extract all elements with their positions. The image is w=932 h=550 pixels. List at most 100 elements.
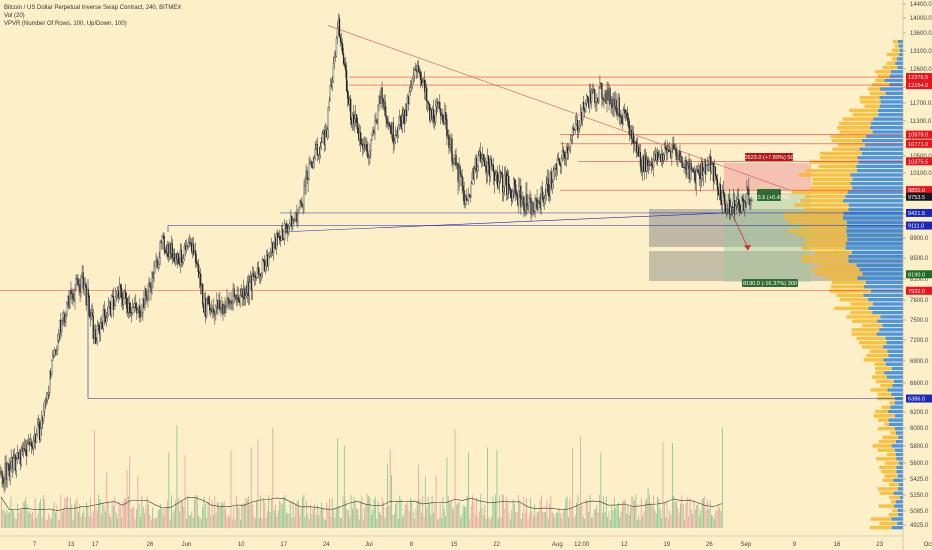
volume-bar [392, 514, 394, 528]
volume-bar [397, 518, 399, 528]
volume-bar [248, 495, 249, 528]
candle-body [4, 463, 6, 482]
candle-body [52, 356, 54, 361]
price-level-tag [906, 130, 932, 139]
volume-bar [538, 510, 540, 528]
candle-body [322, 130, 324, 134]
volume-profile-down-bar [805, 237, 848, 242]
volume-profile-up-bar [899, 52, 903, 57]
candle-body [716, 178, 719, 190]
candle-body [57, 340, 59, 351]
volume-bar [554, 517, 556, 528]
volume-bar [472, 494, 474, 528]
volume-bar [613, 497, 615, 528]
price-tick-label: 5250.0 [910, 493, 929, 499]
price-tick-label: 5425.0 [910, 477, 929, 483]
volume-profile-up-bar [891, 525, 903, 530]
candle-body [246, 281, 248, 294]
candle-body [276, 233, 278, 249]
candle-body [508, 175, 510, 188]
candle-body [102, 309, 105, 329]
volume-bar [50, 519, 52, 528]
volume-bar [98, 494, 100, 528]
volume-bar [310, 505, 312, 528]
projection-arrow-head [744, 245, 751, 251]
volume-profile-up-bar [883, 345, 903, 349]
candle-body [166, 245, 168, 254]
volume-bar [387, 463, 388, 528]
volume-bar [418, 464, 420, 528]
candle-body [519, 186, 521, 191]
candle-body [74, 288, 76, 301]
volume-bar [150, 519, 152, 528]
volume-bar [445, 516, 447, 528]
candle-body [230, 301, 232, 304]
candle-body [211, 309, 213, 312]
candle-body [723, 193, 726, 205]
candle-body [472, 172, 474, 180]
candle-body [444, 111, 446, 124]
volume-profile-up-bar [891, 517, 903, 521]
volume-bar [368, 495, 370, 528]
candle-body [567, 149, 570, 154]
candle-body [232, 288, 234, 303]
candle-body [39, 428, 42, 440]
volume-bar [275, 504, 276, 528]
candle-body [316, 144, 318, 156]
volume-profile-down-bar [832, 147, 860, 151]
candle-body [6, 463, 8, 480]
volume-bar [383, 501, 384, 528]
candle-body [219, 300, 221, 310]
volume-bar [688, 516, 690, 528]
volume-bar [246, 498, 248, 528]
volume-bar [620, 511, 622, 528]
volume-bar [179, 511, 181, 528]
volume-bar [77, 511, 79, 528]
candle-body [283, 238, 285, 240]
candle-body [460, 173, 462, 177]
candle-body [420, 79, 423, 86]
candle-body [678, 151, 680, 156]
time-tick-label: 8 [410, 542, 414, 548]
volume-bar [25, 497, 27, 528]
candle-body [200, 273, 202, 287]
time-tick-label: 22 [493, 542, 500, 548]
volume-profile-down-bar [871, 375, 887, 379]
volume-bar [330, 516, 332, 528]
candle-body [59, 320, 61, 334]
candle-body [481, 154, 484, 159]
candle-body [702, 170, 704, 176]
candle-body [557, 158, 560, 160]
volume-bar [266, 510, 268, 528]
candle-body [504, 174, 506, 188]
candle-body [40, 417, 43, 429]
volume-bar [426, 507, 428, 528]
volume-bar [325, 519, 326, 528]
candle-body [540, 187, 542, 209]
candle-body [644, 155, 647, 172]
candle-body [612, 99, 614, 108]
price-level-tag-text: 8190.0 [908, 272, 925, 278]
time-tick-label: 26 [706, 542, 713, 548]
candle-body [480, 158, 483, 162]
volume-bar [663, 502, 665, 528]
volume-profile-up-bar [852, 177, 903, 181]
candle-body [60, 320, 62, 332]
volume-profile-up-bar [895, 61, 903, 65]
volume-bar [451, 507, 453, 528]
volume-bar [697, 502, 699, 528]
volume-bar [304, 516, 306, 528]
stop-loss-label [745, 153, 793, 161]
candle-body [328, 100, 331, 108]
candle-body [545, 183, 547, 196]
volume-bar [165, 508, 167, 528]
candle-body [358, 133, 360, 140]
volume-profile-up-bar [879, 104, 903, 108]
volume-profile-down-bar [875, 379, 894, 384]
candle-body [680, 156, 682, 162]
volume-bar [707, 499, 708, 528]
time-tick-label: 17 [280, 542, 287, 548]
volume-bar [469, 518, 471, 528]
volume-bar [23, 501, 25, 528]
